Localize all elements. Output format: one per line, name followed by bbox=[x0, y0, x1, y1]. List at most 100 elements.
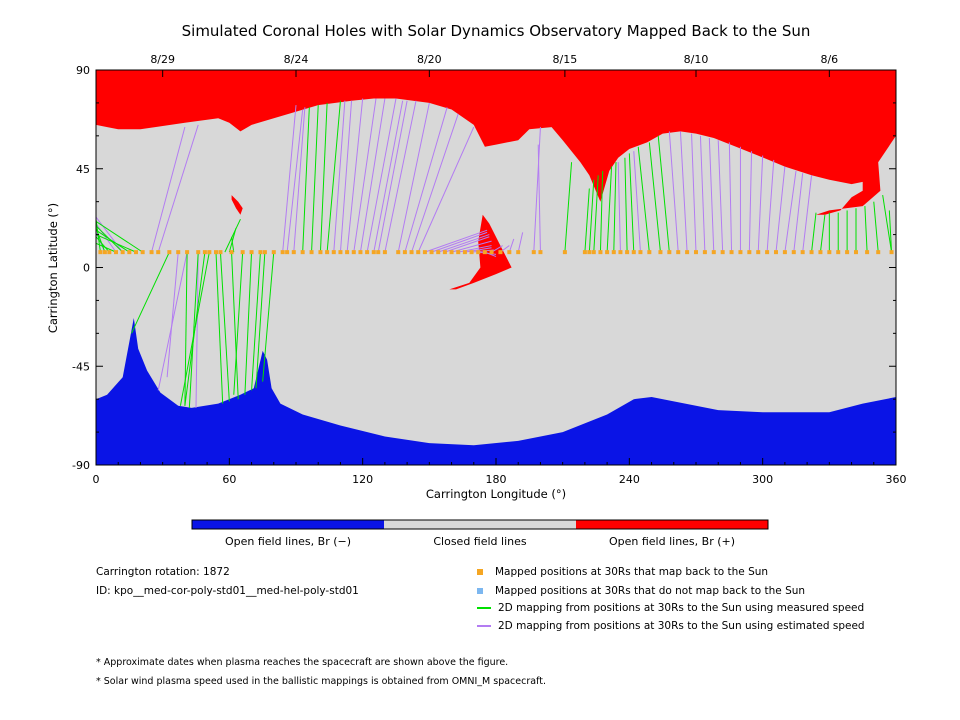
measured-speed-mapping-line bbox=[302, 107, 310, 253]
mapped-position-point bbox=[351, 250, 356, 255]
measured-speed-mapping-line bbox=[613, 162, 617, 253]
mapped-position-point bbox=[345, 250, 350, 255]
run-id: ID: kpo__med-cor-poly-std01__med-hel-pol… bbox=[96, 585, 359, 597]
estimated-speed-mapping-line bbox=[166, 252, 179, 378]
estimated-speed-mapping-line bbox=[377, 100, 408, 253]
mapped-position-point bbox=[202, 250, 207, 255]
mapped-position-point bbox=[371, 250, 376, 255]
measured-speed-mapping-line bbox=[311, 105, 319, 253]
top-date-label: 8/10 bbox=[684, 53, 709, 66]
measured-speed-mapping-line bbox=[811, 212, 817, 253]
estimated-speed-mapping-line bbox=[668, 131, 679, 253]
mapped-position-point bbox=[489, 250, 494, 255]
mapped-position-point bbox=[429, 250, 434, 255]
estimated-speed-mapping-line bbox=[802, 175, 813, 253]
mapped-position-point bbox=[149, 250, 154, 255]
mapped-position-point bbox=[422, 250, 427, 255]
x-axis-label: Carrington Longitude (°) bbox=[426, 487, 566, 501]
mapped-position-point bbox=[382, 250, 387, 255]
mapped-position-point bbox=[107, 250, 112, 255]
mapped-position-point bbox=[818, 250, 823, 255]
small-positive-hole bbox=[231, 195, 243, 215]
mapped-position-point bbox=[876, 250, 881, 255]
estimated-speed-mapping-line bbox=[617, 162, 621, 253]
estimated-speed-mapping-line bbox=[633, 151, 641, 253]
mapped-position-point bbox=[258, 250, 263, 255]
legend-measured-speed: 2D mapping from positions at 30Rs to the… bbox=[477, 602, 864, 614]
mapped-position-point bbox=[249, 250, 254, 255]
south-negative-hole bbox=[96, 318, 896, 465]
mapped-position-point bbox=[207, 250, 212, 255]
mapped-position-point bbox=[538, 250, 543, 255]
measured-speed-mapping-line bbox=[888, 210, 893, 253]
mapped-position-point bbox=[358, 250, 363, 255]
mapped-position-point bbox=[280, 250, 285, 255]
measured-speed-mapping-line bbox=[599, 170, 604, 253]
measured-speed-mapping-line bbox=[231, 236, 235, 253]
measured-speed-mapping-line bbox=[584, 188, 590, 253]
measured-speed-mapping-line bbox=[188, 252, 199, 408]
mapped-position-point bbox=[365, 250, 370, 255]
measured-speed-mapping-line bbox=[96, 227, 106, 253]
estimated-speed-mapping-line bbox=[438, 234, 490, 253]
estimated-speed-mapping-line bbox=[533, 127, 541, 253]
measured-speed-mapping-line bbox=[244, 252, 253, 395]
mapped-position-point bbox=[449, 250, 454, 255]
estimated-speed-mapping-line bbox=[699, 135, 706, 253]
y-axis-label: Carrington Latitude (°) bbox=[46, 203, 60, 333]
estimated-speed-mapping-line bbox=[96, 216, 124, 253]
mapped-position-point bbox=[140, 250, 145, 255]
measured-speed-mapping-line bbox=[215, 252, 224, 404]
measured-speed-mapping-line bbox=[96, 234, 137, 253]
mapped-position-point bbox=[531, 250, 536, 255]
mapped-position-point bbox=[300, 250, 305, 255]
legend-estimated-speed: 2D mapping from positions at 30Rs to the… bbox=[477, 620, 865, 632]
estimated-speed-mapping-line bbox=[96, 223, 117, 253]
mapped-position-point bbox=[134, 250, 138, 255]
estimated-speed-mapping-line bbox=[748, 151, 753, 253]
measured-speed-mapping-line bbox=[882, 195, 893, 253]
mapped-position-point bbox=[456, 250, 461, 255]
measured-speed-mapping-line bbox=[96, 229, 130, 253]
estimated-speed-mapping-line bbox=[464, 247, 492, 253]
x-tick-label: 120 bbox=[352, 473, 373, 486]
mapped-position-point bbox=[756, 250, 761, 255]
mapped-position-point bbox=[647, 250, 652, 255]
note-speed: * Solar wind plasma speed used in the ba… bbox=[96, 676, 546, 687]
mapped-position-point bbox=[591, 250, 596, 255]
mapped-position-point bbox=[587, 250, 592, 255]
measured-speed-mapping-line bbox=[219, 252, 230, 402]
mapped-position-point bbox=[98, 250, 103, 255]
measured-speed-mapping-line bbox=[96, 242, 117, 253]
mapped-position-point bbox=[562, 250, 567, 255]
plot-content bbox=[96, 70, 896, 465]
estimated-speed-mapping-line bbox=[424, 229, 488, 253]
y-tick-label: 45 bbox=[76, 163, 90, 176]
estimated-speed-mapping-line bbox=[775, 166, 786, 253]
estimated-speed-mapping-line bbox=[537, 144, 541, 253]
mapped-position-point bbox=[836, 250, 841, 255]
measured-speed-mapping-line bbox=[96, 220, 143, 253]
measured-speed-mapping-line bbox=[96, 236, 110, 253]
mapped-position-point bbox=[338, 250, 343, 255]
colorbar-label: Open field lines, Br (−) bbox=[225, 535, 351, 548]
estimated-speed-mapping-line bbox=[691, 133, 697, 253]
estimated-speed-mapping-line bbox=[717, 140, 724, 253]
colorbar-segment bbox=[192, 520, 384, 529]
mapped-position-point bbox=[800, 250, 805, 255]
plot-area bbox=[96, 70, 896, 465]
measured-speed-mapping-line bbox=[588, 179, 595, 253]
mapped-position-point bbox=[229, 250, 234, 255]
mapped-position-point bbox=[685, 250, 690, 255]
blue-square-icon bbox=[477, 588, 483, 594]
x-tick-label: 0 bbox=[93, 473, 100, 486]
y-tick-label: -45 bbox=[72, 360, 90, 373]
colorbar-segment bbox=[576, 520, 768, 529]
mapped-position-point bbox=[638, 250, 643, 255]
estimated-speed-mapping-line bbox=[708, 138, 715, 253]
mapped-position-point bbox=[845, 250, 850, 255]
mapped-position-point bbox=[865, 250, 870, 255]
legend-label: Mapped positions at 30Rs that do not map… bbox=[495, 585, 806, 597]
mapped-position-point bbox=[676, 250, 681, 255]
mapped-position-point bbox=[176, 250, 181, 255]
